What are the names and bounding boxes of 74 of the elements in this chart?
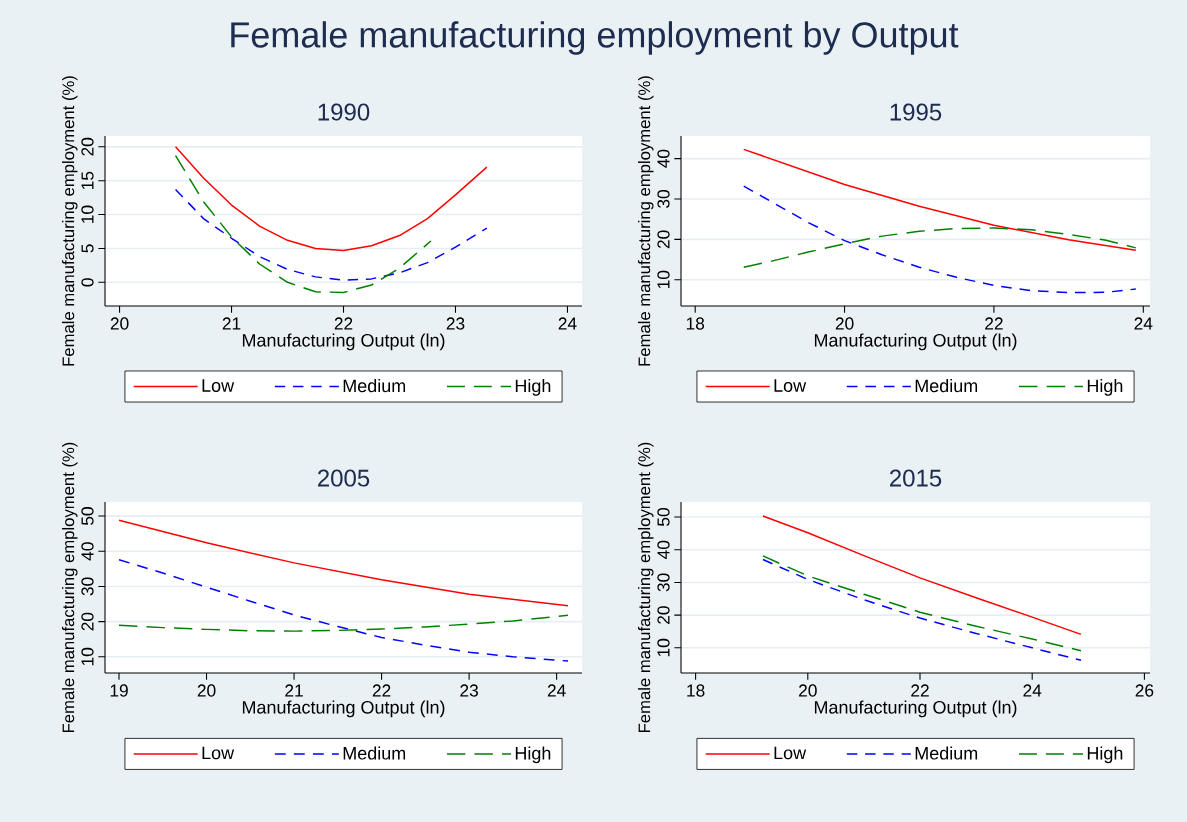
x-tick-label: 20 (110, 317, 129, 330)
legend-label: Medium (915, 378, 978, 393)
line-series (743, 185, 1137, 294)
legend-label: Medium (343, 746, 406, 760)
chart-subtitle: 2005 (318, 469, 370, 487)
line-series (174, 146, 488, 252)
x-tick-label: 18 (686, 317, 705, 330)
y-tick-label: 50 (81, 507, 94, 526)
line-series (174, 188, 488, 281)
y-tick-label: 20 (657, 230, 670, 249)
x-tick-label: 24 (1134, 317, 1153, 330)
x-tick-label: 22 (372, 684, 391, 697)
x-axis-title: Manufacturing Output (ln) (814, 333, 1017, 351)
y-axis-title: Female manufacturing employment (%) (61, 442, 78, 733)
chart-subtitle: 1995 (890, 103, 942, 121)
y-axis-title: Female manufacturing employment (%) (637, 76, 654, 366)
y-tick-label: 20 (81, 612, 94, 631)
x-tick-label: 26 (1135, 684, 1154, 697)
line-series (174, 154, 432, 294)
legend-label: High (1087, 378, 1123, 396)
y-tick-label: 5 (81, 244, 94, 253)
y-tick-label: 20 (81, 137, 94, 156)
legend-label: High (515, 379, 551, 396)
y-tick-label: 10 (81, 205, 94, 223)
y-tick-label: 15 (81, 171, 94, 190)
y-tick-label: 10 (657, 270, 670, 289)
line-series (762, 515, 1082, 636)
y-tick-label: 10 (81, 647, 94, 666)
x-tick-label: 20 (197, 684, 216, 697)
x-tick-label: 21 (222, 317, 241, 330)
x-tick-label: 22 (911, 684, 929, 697)
x-tick-label: 21 (285, 684, 303, 697)
legend-label: Low (774, 746, 807, 760)
y-tick-label: 40 (657, 540, 670, 559)
chart-subtitle: 2015 (890, 469, 942, 487)
y-tick-label: 30 (81, 577, 94, 596)
y-axis-title: Female manufacturing employment (%) (61, 76, 78, 366)
x-tick-label: 24 (558, 317, 577, 330)
x-tick-label: 20 (835, 317, 854, 330)
x-tick-label: 24 (1023, 684, 1042, 697)
x-tick-label: 24 (547, 684, 566, 697)
y-tick-label: 10 (657, 638, 670, 657)
line-series (743, 227, 1137, 268)
legend-label: Low (202, 746, 235, 760)
legend-label: Medium (915, 746, 978, 760)
y-tick-label: 0 (81, 278, 94, 287)
x-tick-label: 18 (687, 684, 705, 697)
y-tick-label: 20 (657, 606, 670, 624)
x-tick-label: 22 (334, 317, 353, 330)
line-series (118, 519, 569, 607)
legend-label: High (515, 746, 551, 764)
x-axis-title: Manufacturing Output (ln) (242, 333, 445, 351)
legend-label: Medium (343, 379, 406, 393)
x-tick-label: 23 (460, 684, 478, 697)
x-tick-label: 22 (985, 317, 1003, 330)
x-tick-label: 23 (446, 317, 465, 330)
line-series (118, 614, 569, 632)
x-tick-label: 20 (799, 684, 817, 697)
y-tick-label: 30 (657, 190, 670, 208)
line-series (118, 558, 569, 662)
x-axis-title: Manufacturing Output (ln) (814, 700, 1017, 718)
x-tick-label: 19 (110, 684, 128, 697)
y-tick-label: 30 (657, 573, 670, 592)
y-tick-label: 40 (81, 542, 94, 561)
legend-label: Low (202, 379, 235, 392)
y-tick-label: 40 (657, 149, 670, 168)
chart-title: Female manufacturing employment by Output (231, 21, 959, 55)
legend-label: High (1087, 746, 1123, 764)
legend-label: Low (774, 379, 807, 392)
chart-subtitle: 1990 (318, 103, 370, 121)
y-tick-label: 50 (657, 508, 670, 526)
y-axis-title: Female manufacturing employment (%) (637, 442, 654, 733)
line-series (743, 148, 1137, 252)
x-axis-title: Manufacturing Output (ln) (242, 700, 445, 718)
